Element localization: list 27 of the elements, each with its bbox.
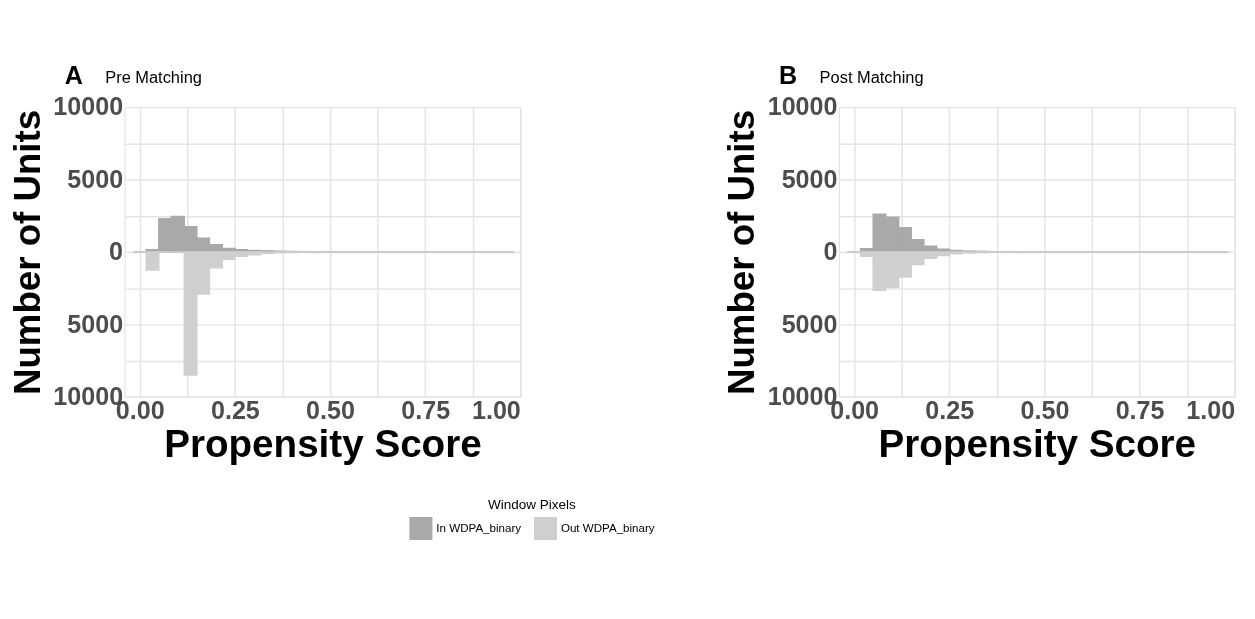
y-tick-label: 0 [109, 237, 124, 266]
y-axis-title: Number of Units [721, 109, 763, 396]
chart-title: B [779, 60, 798, 89]
y-tick-label: 10000 [53, 92, 124, 121]
y-tick-label: 5000 [67, 164, 124, 193]
legend-label: Out WDPA_binary [560, 522, 655, 535]
x-axis-title: Propensity Score [164, 422, 482, 466]
y-tick-label: 5000 [781, 164, 838, 193]
legend-title: Window Pixels [488, 496, 577, 512]
x-tick-label: 1.00 [1186, 396, 1236, 425]
x-tick-label: 0.50 [1020, 396, 1070, 425]
x-tick-label: 1.00 [471, 396, 521, 425]
x-tick-label: 0.50 [306, 396, 355, 425]
y-tick-label: 0 [823, 237, 838, 266]
y-tick-label: 10000 [767, 92, 838, 121]
y-tick-label: 5000 [67, 309, 124, 338]
chart-subtitle: Post Matching [819, 68, 924, 87]
chart-title: A [64, 60, 83, 89]
x-tick-label: 0.25 [925, 396, 975, 425]
y-axis-title: Number of Units [6, 109, 48, 396]
legend-label: In WDPA_binary [436, 522, 522, 535]
chart-subtitle: Pre Matching [105, 68, 202, 87]
y-tick-label: 5000 [781, 309, 838, 338]
x-tick-label: 0.25 [210, 396, 260, 425]
x-axis-title: Propensity Score [878, 422, 1197, 466]
x-tick-label: 0.75 [401, 396, 451, 425]
x-tick-label: 0.75 [1115, 396, 1165, 425]
